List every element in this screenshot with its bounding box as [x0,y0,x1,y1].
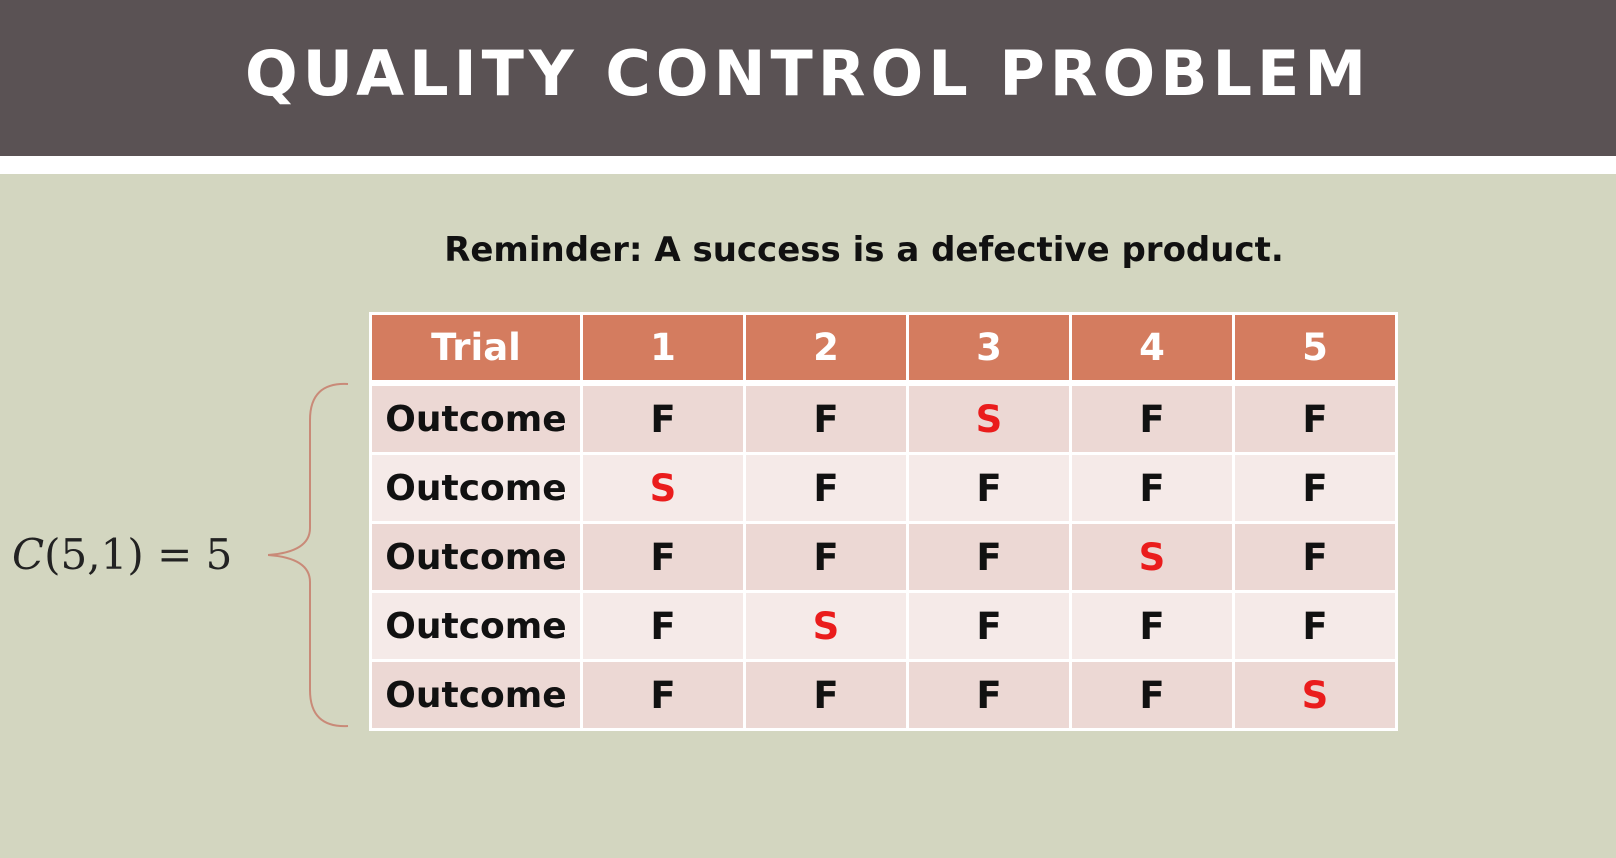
row-label: Outcome [369,521,583,593]
outcome-cell: F [906,452,1072,524]
outcome-cell: F [1232,452,1398,524]
outcome-cell: F [743,659,909,731]
combination-formula: C(5,1) = 5 [12,530,232,579]
header-trial: Trial [369,312,583,386]
outcome-cell: F [906,590,1072,662]
outcome-cell: F [580,659,746,731]
table-row: Outcome S F F F F [369,452,1398,524]
header-trial-3: 3 [906,312,1072,386]
row-label: Outcome [369,590,583,662]
header-trial-2: 2 [743,312,909,386]
slide-title: QUALITY CONTROL PROBLEM [244,36,1372,110]
header-trial-5: 5 [1232,312,1398,386]
reminder-text: Reminder: A success is a defective produ… [444,230,1284,270]
outcome-cell: F [1069,452,1235,524]
outcome-cell: F [1069,381,1235,455]
outcome-cell: S [906,381,1072,455]
outcome-cell: F [1069,590,1235,662]
outcome-cell: F [1232,590,1398,662]
table-row: Outcome F F F F S [369,659,1398,731]
outcome-cell: F [906,521,1072,593]
outcome-cell: F [906,659,1072,731]
outcome-cell: F [1232,381,1398,455]
title-bar: QUALITY CONTROL PROBLEM [0,0,1616,156]
outcome-cell: F [580,521,746,593]
formula-arguments: (5,1) [44,530,144,579]
table-row: Outcome F F F S F [369,521,1398,593]
formula-variable: C [12,530,45,579]
outcome-cell: F [580,381,746,455]
row-label: Outcome [369,452,583,524]
outcome-cell: F [580,590,746,662]
outcome-cell: F [1232,521,1398,593]
header-trial-1: 1 [580,312,746,386]
formula-result: = 5 [157,530,233,579]
outcome-cell: F [743,452,909,524]
outcome-cell: F [1069,659,1235,731]
outcome-cell: S [1232,659,1398,731]
outcomes-table: Trial 1 2 3 4 5 Outcome F F S F F Outcom… [369,312,1398,731]
outcome-cell: S [1069,521,1235,593]
outcome-cell: F [743,381,909,455]
row-label: Outcome [369,381,583,455]
table-row: Outcome F S F F F [369,590,1398,662]
left-brace-icon [268,382,349,728]
table-header-row: Trial 1 2 3 4 5 [369,312,1398,386]
outcome-cell: F [743,521,909,593]
outcome-cell: S [580,452,746,524]
outcome-cell: S [743,590,909,662]
row-label: Outcome [369,659,583,731]
title-divider [0,156,1616,174]
table-row: Outcome F F S F F [369,381,1398,455]
header-trial-4: 4 [1069,312,1235,386]
